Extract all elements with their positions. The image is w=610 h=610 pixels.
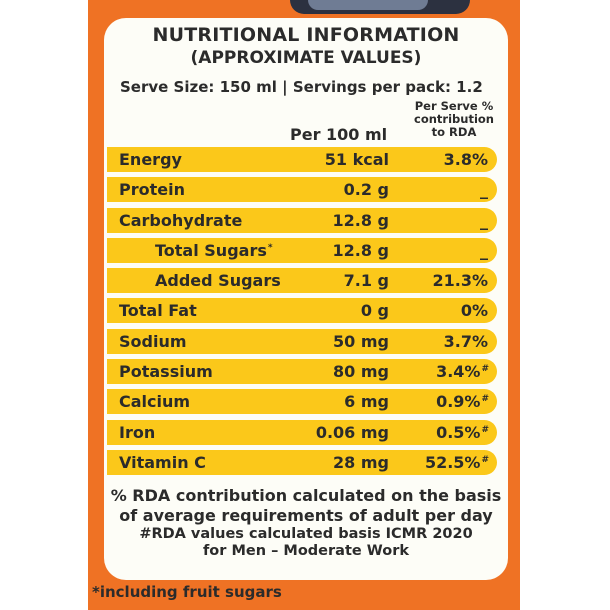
nutrient-row-vitamin-c: Vitamin C 28 mg 52.5%# — [107, 449, 497, 475]
nutrient-name: Protein — [119, 180, 185, 200]
product-artwork-fragment — [290, 0, 470, 14]
nutrient-name: Iron — [119, 422, 156, 442]
nutrient-value: 51 kcal — [324, 150, 389, 169]
nutrient-value: 0.2 g — [343, 180, 389, 200]
rda-header-line-3: to RDA — [431, 125, 477, 139]
nutrient-value: 12.8 g — [332, 240, 390, 260]
nutrient-row-calcium: Calcium 6 mg 0.9%# — [107, 389, 497, 415]
nutrient-rda: 0.5%# — [436, 422, 489, 442]
nutrient-value: 28 mg — [333, 452, 389, 472]
nutrient-rda: 21.3% — [432, 271, 488, 291]
nutrient-rda: 3.8% — [443, 150, 488, 169]
nutrient-name: Vitamin C — [119, 452, 206, 472]
column-header-per-100ml: Per 100 ml — [290, 125, 388, 144]
nutrient-value: 0 g — [360, 301, 389, 321]
footnote-line-4: for Men – Moderate Work — [203, 543, 409, 559]
nutrient-rda: 3.7% — [443, 331, 488, 351]
nutrient-rda: 0% — [460, 301, 488, 321]
nutrient-row-iron: Iron 0.06 mg 0.5%# — [107, 419, 497, 445]
rda-header-line-2: contribution — [414, 112, 494, 126]
nutrient-name: Potassium — [119, 362, 213, 382]
serve-size-line: Serve Size: 150 ml | Servings per pack: … — [120, 78, 483, 96]
rda-header-line-1: Per Serve % — [414, 99, 494, 113]
nutrient-name: Energy — [119, 150, 182, 169]
panel-title: NUTRITIONAL INFORMATION — [152, 24, 460, 46]
nutrient-name: Total Sugars* — [155, 240, 273, 260]
nutrient-rda: 52.5%# — [424, 452, 489, 472]
nutrient-value: 0.06 mg — [315, 422, 389, 442]
nutrient-rda: 3.4%# — [436, 362, 489, 382]
nutrient-value: 12.8 g — [332, 210, 390, 230]
column-header-rda: Per Serve % contribution to RDA — [410, 100, 498, 139]
nutrient-table: Energy 51 kcal 3.8% Protein 0.2 g _ Carb… — [107, 147, 497, 480]
nutrient-name: Carbohydrate — [119, 210, 243, 230]
nutrient-row-protein: Protein 0.2 g _ — [107, 177, 497, 203]
nutrient-value: 7.1 g — [343, 271, 389, 291]
nutrient-row-total-sugars: Total Sugars* 12.8 g _ — [107, 237, 497, 263]
nutrient-value: 6 mg — [344, 392, 389, 412]
panel-subtitle: (APPROXIMATE VALUES) — [190, 48, 422, 68]
footnote-line-3: #RDA values calculated basis ICMR 2020 — [139, 526, 473, 542]
nutrient-name: Calcium — [119, 392, 191, 412]
fruit-sugars-note: *including fruit sugars — [92, 583, 282, 601]
footnote-line-1: % RDA contribution calculated on the bas… — [110, 486, 502, 505]
nutrient-row-added-sugars: Added Sugars 7.1 g 21.3% — [107, 268, 497, 294]
nutrient-row-sodium: Sodium 50 mg 3.7% — [107, 328, 497, 354]
nutrient-row-potassium: Potassium 80 mg 3.4%# — [107, 359, 497, 385]
nutrient-rda: _ — [480, 240, 488, 260]
nutrient-rda: _ — [480, 180, 488, 200]
nutrient-name: Total Fat — [119, 301, 197, 321]
nutrient-rda: _ — [480, 210, 488, 230]
nutrient-name: Added Sugars — [155, 271, 281, 291]
rda-footnote: % RDA contribution calculated on the bas… — [104, 486, 508, 560]
nutrient-row-energy: Energy 51 kcal 3.8% — [107, 147, 497, 172]
nutrient-name: Sodium — [119, 331, 187, 351]
footnote-line-2: of average requirements of adult per day — [119, 506, 493, 525]
nutrient-row-total-fat: Total Fat 0 g 0% — [107, 298, 497, 324]
nutrient-value: 50 mg — [333, 331, 389, 351]
nutrient-value: 80 mg — [333, 362, 389, 382]
nutrient-row-carbohydrate: Carbohydrate 12.8 g _ — [107, 207, 497, 233]
nutrient-rda: 0.9%# — [436, 392, 489, 412]
